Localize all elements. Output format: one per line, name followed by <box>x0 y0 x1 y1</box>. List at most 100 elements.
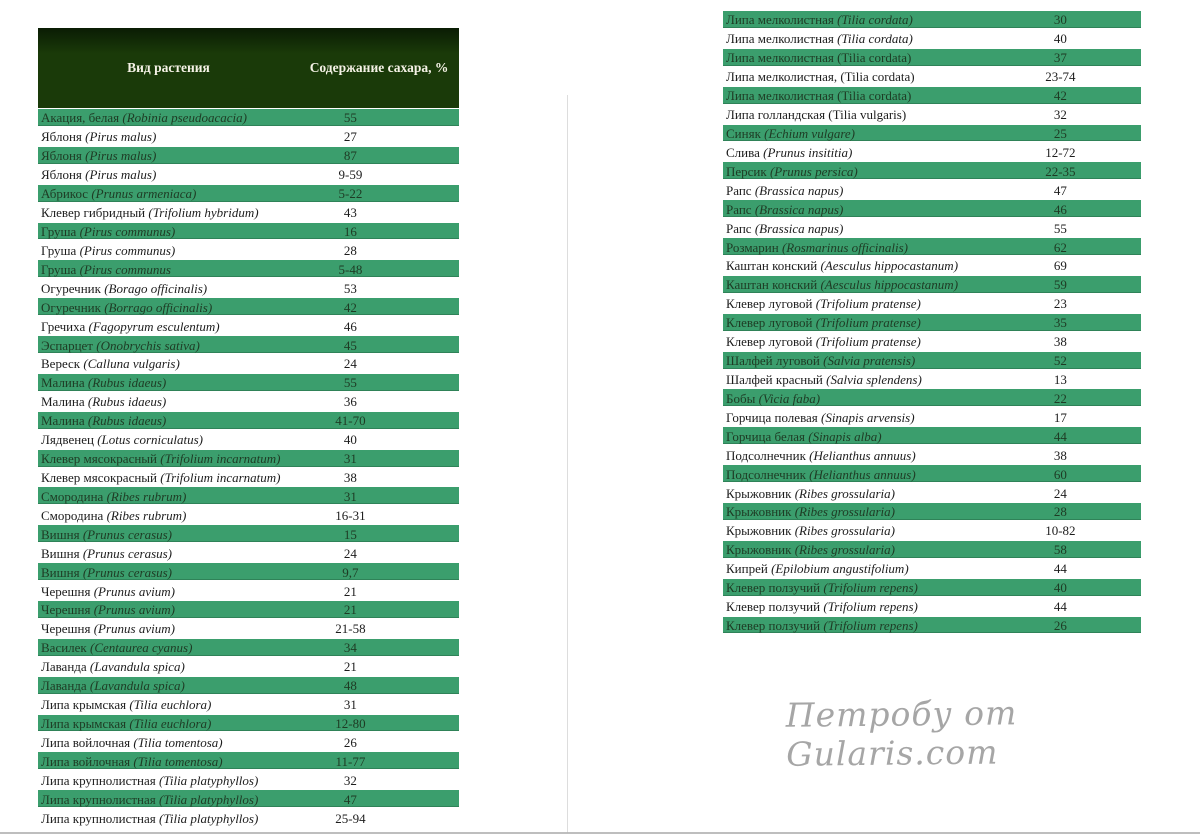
table-row: Вереск (Calluna vulgaris) 24 <box>38 355 459 374</box>
sugar-value: 55 <box>343 375 357 391</box>
latin-name: (Trifolium repens) <box>823 617 918 633</box>
plant-name: Липа мелколистная (Tilia cordata) <box>726 31 913 47</box>
plant-name: Малина (Rubus idaeus) <box>41 413 167 429</box>
plant-name: Клевер гибридный (Trifolium hybridum) <box>41 205 259 221</box>
plant-name: Липа войлочная (Tilia tomentosa) <box>41 734 223 750</box>
table-row: Горчица белая (Sinapis alba) 44 <box>723 427 1141 447</box>
latin-name: (Onobrychis sativa) <box>96 337 200 353</box>
sugar-value: 21-58 <box>335 621 366 637</box>
sugar-value: 16 <box>343 223 357 239</box>
plant-name: Рапс (Brassica napus) <box>726 220 844 236</box>
sugar-value: 47 <box>1053 182 1067 198</box>
plant-name: Бобы (Vicia faba) <box>726 390 821 406</box>
sugar-value: 5-48 <box>338 261 363 277</box>
sugar-value: 28 <box>343 242 357 258</box>
plant-name: Абрикос (Prunus armeniaca) <box>41 186 197 202</box>
sugar-value: 15 <box>343 526 357 542</box>
plant-name: Клевер ползучий (Trifolium repens) <box>726 599 918 615</box>
sugar-value: 62 <box>1053 239 1067 255</box>
latin-name: (Prunus cerasus) <box>82 545 173 561</box>
table-row: Липа крымская (Tilia euchlora) 31 <box>38 696 459 715</box>
sugar-value: 28 <box>1053 504 1067 520</box>
table-row: Рапс (Brassica napus) 47 <box>723 181 1141 200</box>
latin-name: (Salvia splendens) <box>826 371 922 387</box>
table-row: Смородина (Ribes rubrum) 16-31 <box>38 506 459 525</box>
table-row: Синяк (Echium vulgare) 25 <box>723 124 1141 144</box>
plant-name: Груша (Pirus communus) <box>41 223 176 239</box>
sugar-value: 69 <box>1053 258 1067 274</box>
latin-name: (Tilia tomentosa) <box>133 753 223 769</box>
table-row: Липа крупнолистная (Tilia platyphyllos) 3… <box>38 771 459 790</box>
table-row: Груша (Pirus communus) 16 <box>38 222 459 242</box>
plant-name: Крыжовник (Ribes grossularia) <box>726 504 895 520</box>
sugar-content-table-left: Вид растения Содержание сахара, % Акация… <box>38 28 459 828</box>
sugar-value: 24 <box>343 545 357 561</box>
latin-name: (Prunus insititia) <box>763 144 853 160</box>
page-fold-divider <box>567 95 568 833</box>
latin-name: (Prunus armeniaca) <box>91 186 197 202</box>
sugar-value: 21 <box>343 583 357 599</box>
plant-name: Каштан конский (Aesculus hippocastanum) <box>726 277 959 293</box>
sugar-value: 17 <box>1053 409 1067 425</box>
sugar-value: 30 <box>1053 12 1067 28</box>
sugar-value: 12-72 <box>1045 144 1076 160</box>
latin-name: (Fagopyrum esculentum) <box>88 318 220 334</box>
table-row: Огуречник (Borago officinalis) 53 <box>38 279 459 298</box>
sugar-value: 41-70 <box>335 413 366 429</box>
sugar-value: 46 <box>343 318 357 334</box>
sugar-value: 37 <box>1053 50 1067 66</box>
sugar-value: 31 <box>343 488 357 504</box>
plant-name: Шалфей красный (Salvia splendens) <box>726 371 922 387</box>
plant-name: Малина (Rubus idaeus) <box>41 394 167 410</box>
table-row: Лядвенец (Lotus corniculatus) 40 <box>38 431 459 450</box>
latin-name: (Lotus corniculatus) <box>97 432 203 448</box>
latin-name: (Centaurea cyanus) <box>90 640 193 656</box>
table-row: Бобы (Vicia faba) 22 <box>723 389 1141 409</box>
plant-name: Персик (Prunus persica) <box>726 163 858 179</box>
sugar-value: 48 <box>343 678 357 694</box>
sugar-value: 26 <box>343 734 357 750</box>
plant-name: Липа голландская (Tilia vulgaris) <box>726 107 907 123</box>
plant-name: Розмарин (Rosmarinus officinalis) <box>726 239 908 255</box>
plant-name: Рапс (Brassica napus) <box>726 201 844 217</box>
plant-name: Смородина (Ribes rubrum) <box>41 488 187 504</box>
table-row: Крыжовник (Ribes grossularia) 28 <box>723 502 1141 522</box>
table-row: Липа голландская (Tilia vulgaris) 32 <box>723 106 1141 125</box>
table-row: Клевер мясокрасный (Trifolium incarnatum… <box>38 469 459 488</box>
sugar-value: 22-35 <box>1045 163 1076 179</box>
sugar-value: 42 <box>343 299 357 315</box>
plant-name: Вишня (Prunus cerasus) <box>41 564 173 580</box>
plant-name: Вишня (Prunus cerasus) <box>41 526 173 542</box>
plant-name: Горчица полевая (Sinapis arvensis) <box>726 409 915 425</box>
table-row: Рапс (Brassica napus) 46 <box>723 200 1141 220</box>
plant-name: Каштан конский (Aesculus hippocastanum) <box>726 258 959 274</box>
table-row: Яблоня (Pirus malus) 27 <box>38 128 459 147</box>
table-row: Рапс (Brassica napus) 55 <box>723 219 1141 238</box>
plant-name: Липа мелколистная (Tilia cordata) <box>726 88 912 104</box>
table-row: Яблоня (Pirus malus) 87 <box>38 146 459 166</box>
sugar-value: 25 <box>1053 125 1067 141</box>
sugar-value: 13 <box>1053 371 1067 387</box>
sugar-value: 34 <box>343 640 357 656</box>
plant-name: Яблоня (Pirus malus) <box>41 148 157 164</box>
latin-name: (Trifolium incarnatum) <box>160 469 281 485</box>
table-row: Эспарцет (Onobrychis sativa) 45 <box>38 336 459 355</box>
plant-name: Кипрей (Epilobium angustifolium) <box>726 561 909 577</box>
table-row: Персик (Prunus persica) 22-35 <box>723 162 1141 182</box>
table-row: Крыжовник (Ribes grossularia) 24 <box>723 484 1141 503</box>
sugar-value: 32 <box>343 772 357 788</box>
sugar-value: 9,7 <box>342 564 359 580</box>
plant-name: Огуречник (Borrago officinalis) <box>41 299 213 315</box>
plant-name: Крыжовник (Ribes grossularia) <box>726 485 895 501</box>
sugar-value: 44 <box>1053 561 1067 577</box>
table-body-left: Акация, белая (Robinia pseudoacacia) 55 Яб… <box>38 109 459 828</box>
sugar-value: 31 <box>343 451 357 467</box>
latin-name: (Robinia pseudoacacia) <box>122 110 247 126</box>
table-row: Горчица полевая (Sinapis arvensis) 17 <box>723 408 1141 427</box>
col-header-plant: Вид растения <box>127 60 210 75</box>
plant-name: Клевер луговой (Trifolium pratense) <box>726 296 921 312</box>
sugar-value: 5-22 <box>338 186 363 202</box>
table-row: Лаванда (Lavandula spica) 21 <box>38 658 459 677</box>
table-row: Груша (Pirus communus) 28 <box>38 241 459 260</box>
table-row: Липа мелколистная (Tilia cordata) 30 <box>723 11 1141 30</box>
